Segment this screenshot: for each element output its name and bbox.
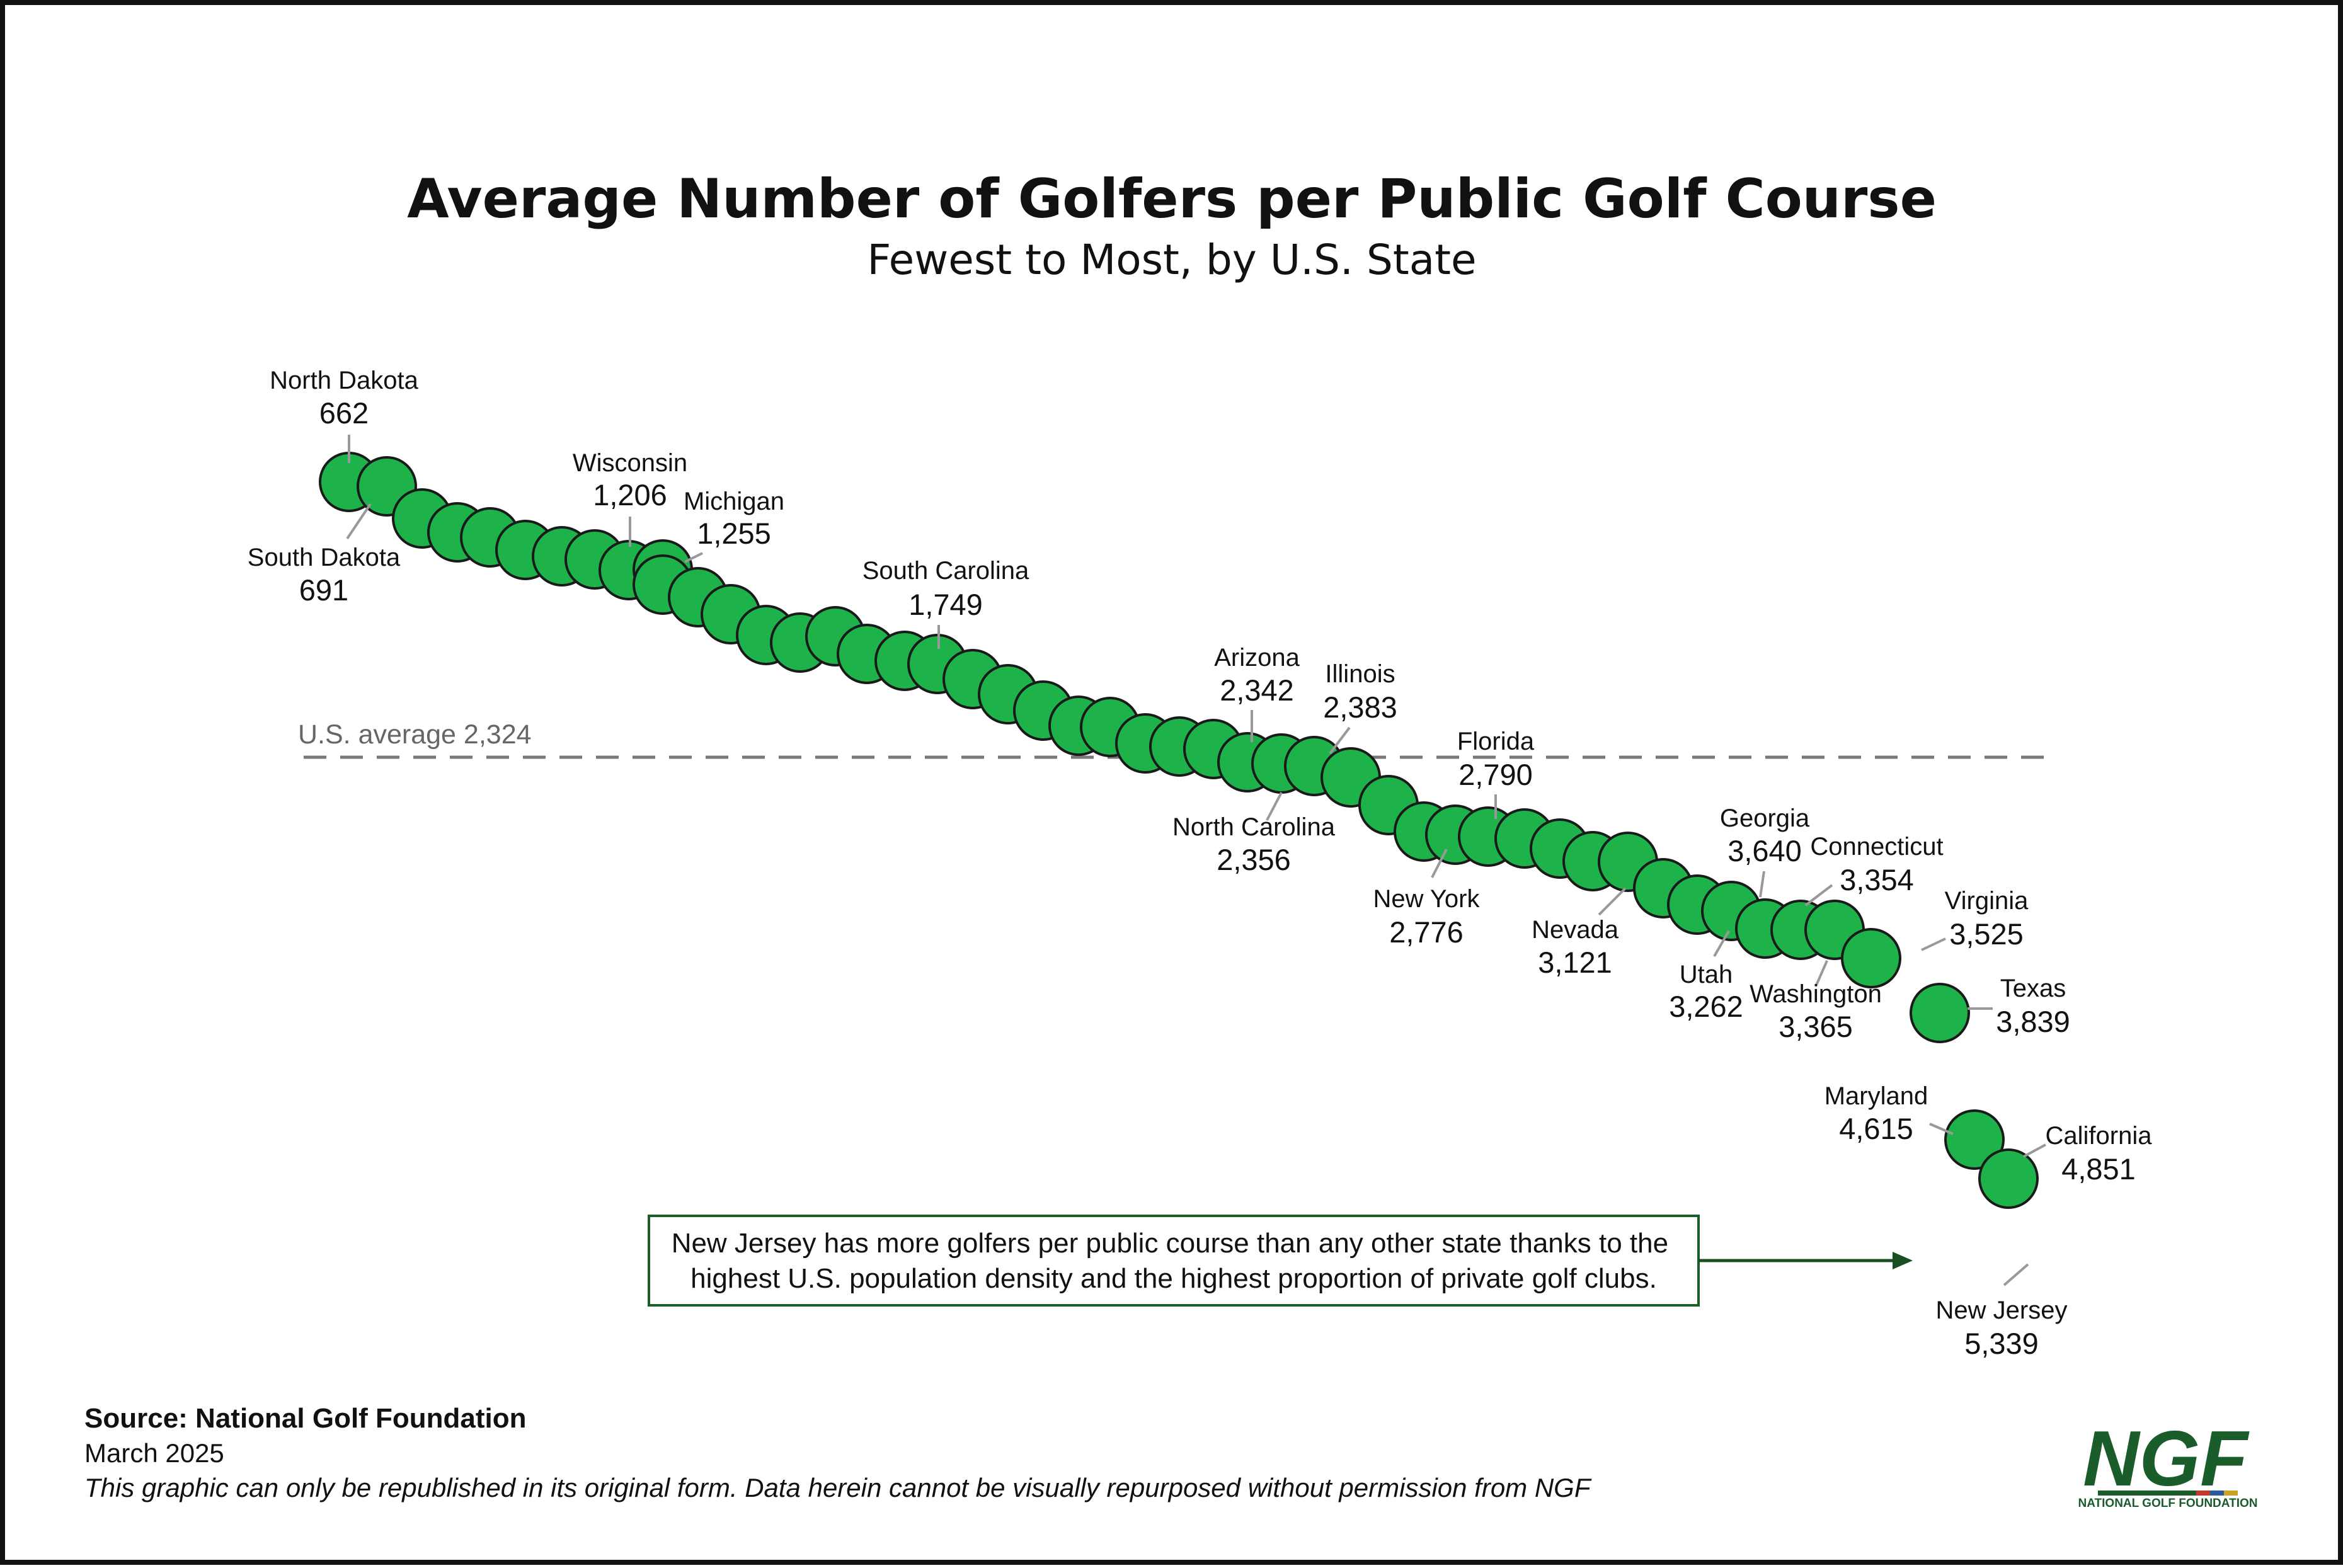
- ngf-logo-tagline: NATIONAL GOLF FOUNDATION: [2078, 1497, 2258, 1510]
- state-label-maryland: Maryland: [1825, 1082, 1928, 1110]
- logo-bar-red: [2196, 1491, 2210, 1496]
- value-label-maryland: 4,615: [1839, 1112, 1913, 1145]
- leader-maryland: [1929, 1123, 1954, 1135]
- state-label-arizona: Arizona: [1214, 644, 1300, 672]
- logo-bar-gold: [2224, 1491, 2238, 1496]
- state-label-washington: Washington: [1750, 980, 1882, 1008]
- leader-north-carolina: [1266, 792, 1283, 821]
- dot-maryland: [1910, 983, 1970, 1043]
- annotation-line-1: New Jersey has more golfers per public c…: [672, 1228, 1668, 1259]
- state-label-south-carolina: South Carolina: [862, 557, 1029, 585]
- value-label-georgia: 3,640: [1727, 834, 1802, 867]
- value-label-nevada: 3,121: [1538, 946, 1612, 979]
- date-text: March 2025: [84, 1438, 224, 1468]
- value-label-new-york: 2,776: [1389, 915, 1464, 949]
- value-label-connecticut: 3,354: [1840, 863, 1914, 896]
- leaders-layer: [346, 435, 2046, 1286]
- annotation-box: [648, 1215, 1700, 1307]
- state-label-georgia: Georgia: [1720, 804, 1810, 832]
- leader-new-jersey: [2003, 1263, 2029, 1286]
- chart-subtitle: Fewest to Most, by U.S. State: [867, 236, 1476, 284]
- ngf-logo: NGF NATIONAL GOLF FOUNDATION: [2078, 1416, 2258, 1510]
- value-label-michigan: 1,255: [697, 517, 771, 550]
- logo-bar-blue: [2210, 1491, 2224, 1496]
- state-label-florida: Florida: [1457, 728, 1535, 755]
- leader-nevada: [1598, 887, 1627, 916]
- leader-georgia: [1759, 871, 1765, 898]
- annotation-arrowhead: [1893, 1252, 1913, 1269]
- state-label-michigan: Michigan: [684, 488, 784, 515]
- dots-layer: [319, 452, 2039, 1209]
- dot-california: [1944, 1109, 2005, 1170]
- state-label-new-jersey: New Jersey: [1936, 1296, 2068, 1324]
- leader-new-york: [1431, 849, 1448, 878]
- value-label-south-carolina: 1,749: [908, 588, 983, 621]
- value-label-new-jersey: 5,339: [1964, 1327, 2039, 1360]
- logo-bar-green: [2098, 1491, 2196, 1496]
- value-label-illinois: 2,383: [1323, 690, 1397, 724]
- value-label-south-dakota: 691: [299, 573, 348, 607]
- state-label-wisconsin: Wisconsin: [573, 449, 687, 477]
- value-label-texas: 3,839: [1996, 1005, 2070, 1038]
- state-label-texas: Texas: [2000, 975, 2066, 1002]
- dot-new-jersey: [1978, 1148, 2039, 1209]
- value-label-arizona: 2,342: [1220, 673, 1294, 707]
- value-label-north-dakota: 662: [319, 396, 369, 430]
- ngf-logo-mark: NGF: [2083, 1416, 2250, 1502]
- state-label-north-dakota: North Dakota: [270, 367, 418, 394]
- state-label-illinois: Illinois: [1325, 660, 1395, 688]
- source-text: Source: National Golf Foundation: [84, 1403, 527, 1434]
- chart-title: Average Number of Golfers per Public Gol…: [407, 168, 1937, 231]
- state-label-nevada: Nevada: [1532, 916, 1619, 944]
- leader-illinois: [1329, 726, 1351, 755]
- value-label-florida: 2,790: [1458, 758, 1533, 791]
- annotation-line-2: highest U.S. population density and the …: [690, 1263, 1657, 1294]
- state-label-north-carolina: North Carolina: [1172, 813, 1336, 841]
- leader-washington: [1814, 960, 1828, 987]
- leader-south-dakota: [346, 503, 372, 540]
- value-label-north-carolina: 2,356: [1217, 843, 1291, 876]
- state-label-new-york: New York: [1373, 885, 1481, 913]
- value-label-virginia: 3,525: [1949, 917, 2024, 951]
- state-label-california: California: [2046, 1122, 2153, 1150]
- leader-michigan: [684, 552, 703, 563]
- state-label-south-dakota: South Dakota: [248, 544, 401, 571]
- annotation-text: New Jersey has more golfers per public c…: [672, 1228, 1676, 1294]
- dot-texas: [1841, 928, 1901, 988]
- value-label-wisconsin: 1,206: [593, 478, 667, 512]
- state-label-utah: Utah: [1680, 961, 1733, 988]
- state-label-connecticut: Connecticut: [1810, 833, 1943, 861]
- average-label: U.S. average 2,324: [298, 719, 532, 750]
- value-label-washington: 3,365: [1779, 1010, 1853, 1043]
- leader-utah: [1713, 930, 1730, 957]
- value-label-utah: 3,262: [1669, 990, 1743, 1023]
- state-label-virginia: Virginia: [1945, 887, 2029, 915]
- leader-california: [2023, 1143, 2046, 1158]
- value-label-california: 4,851: [2061, 1152, 2136, 1186]
- leader-connecticut: [1804, 884, 1833, 907]
- disclaimer-text: This graphic can only be republished in …: [84, 1473, 1592, 1502]
- leader-virginia: [1921, 937, 1946, 951]
